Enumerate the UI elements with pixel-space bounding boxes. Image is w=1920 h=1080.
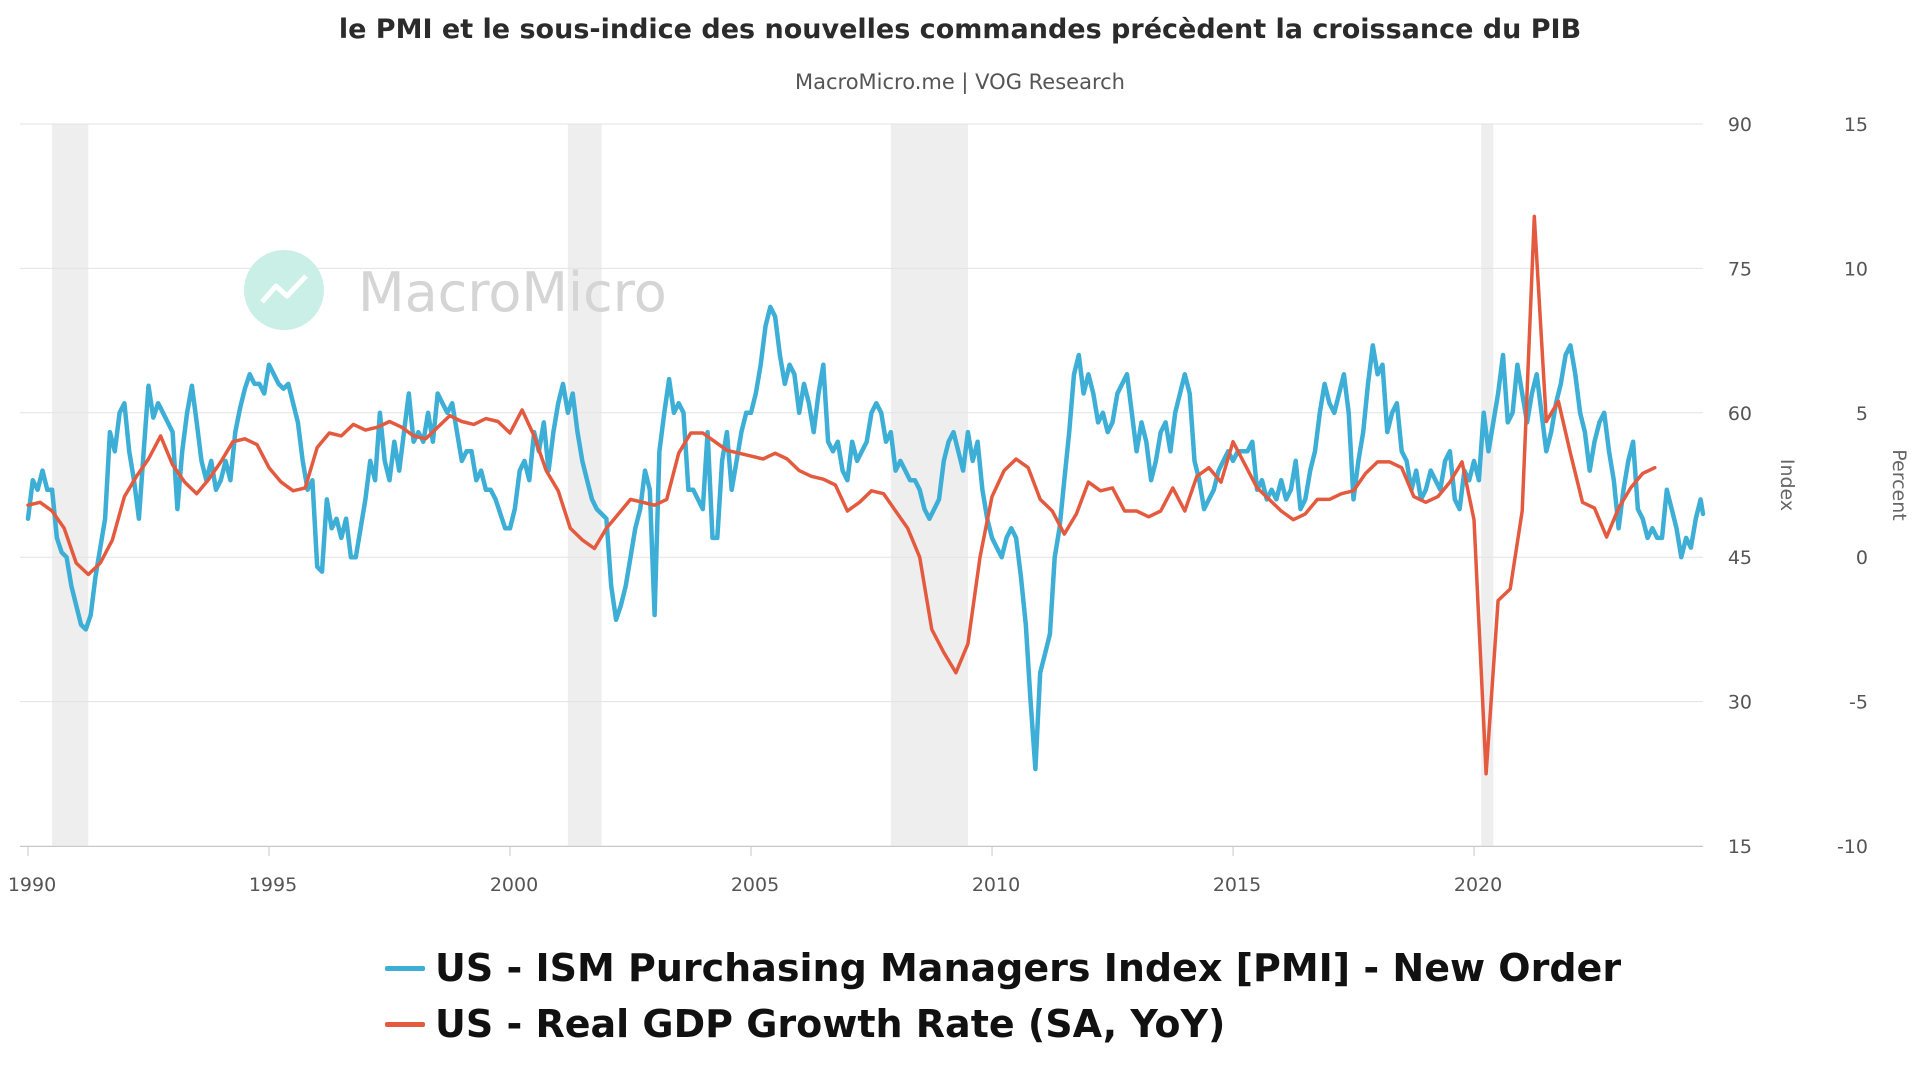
x-tick-label: 1990 [8,874,56,896]
legend-label-pmi: US - ISM Purchasing Managers Index [PMI]… [435,946,1622,990]
y-axis-right-title: Percent [1888,449,1910,521]
series-line-pmi [25,304,1706,772]
y-right-tick-label: 5 [1856,403,1868,425]
chart-subtitle: MacroMicro.me | VOG Research [795,70,1125,94]
y-right-tick-label: 0 [1856,547,1868,569]
y-right-tick-label: 15 [1844,114,1868,136]
x-tick-label: 2010 [972,874,1020,896]
trend-line-icon [260,274,308,304]
y-left-tick-label: 60 [1728,403,1752,425]
x-axis: 1990 1995 2000 2005 2010 2015 2020 [8,846,1703,896]
y-right-tick-label: 10 [1844,258,1868,280]
series-lines [25,214,1706,776]
y-left-tick-label: 15 [1728,836,1752,858]
y-axis-left: 15 30 45 60 75 90 [1728,114,1752,858]
watermark: MacroMicro [244,250,667,330]
legend-swatch-pmi [385,965,425,971]
y-axis-left-title: Index [1776,459,1798,511]
x-tick-label: 2005 [731,874,779,896]
legend: US - ISM Purchasing Managers Index [PMI]… [385,940,1621,1052]
y-left-tick-label: 90 [1728,114,1752,136]
x-tick-label: 2000 [490,874,538,896]
watermark-text: MacroMicro [358,261,667,324]
recession-bands [52,124,1494,846]
x-tick-label: 1995 [249,874,297,896]
recession-band-0 [52,124,89,846]
recession-band-3 [1481,124,1494,846]
y-left-tick-label: 75 [1728,258,1752,280]
x-tick-label: 2015 [1213,874,1261,896]
x-tick-label: 2020 [1454,874,1502,896]
legend-item-gdp[interactable]: US - Real GDP Growth Rate (SA, YoY) [385,996,1621,1052]
legend-item-pmi[interactable]: US - ISM Purchasing Managers Index [PMI]… [385,940,1621,996]
legend-swatch-gdp [385,1021,425,1027]
y-axis-right: -10 -5 0 5 10 15 [1837,114,1868,858]
recession-band-2 [890,124,968,846]
y-right-tick-label: -5 [1849,692,1868,714]
gridlines [20,123,1703,847]
recession-band-1 [567,124,602,846]
y-left-tick-label: 45 [1728,547,1752,569]
y-right-tick-label: -10 [1837,836,1868,858]
y-left-tick-label: 30 [1728,692,1752,714]
chart-title: le PMI et le sous-indice des nouvelles c… [338,14,1582,45]
series-line-gdp [26,214,1657,776]
legend-label-gdp: US - Real GDP Growth Rate (SA, YoY) [435,1002,1226,1046]
